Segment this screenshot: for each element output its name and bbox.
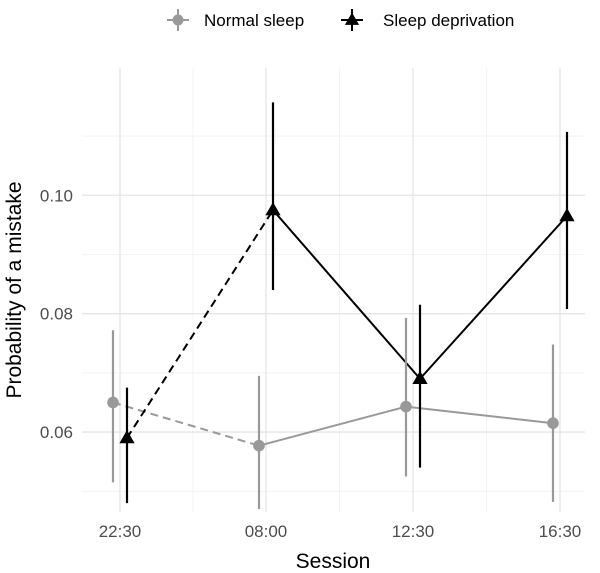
x-axis-ticks: 22:30 08:00 12:30 16:30 — [99, 522, 582, 541]
sleep-deprivation-point — [265, 202, 281, 216]
y-axis-ticks: 0.06 0.08 0.10 — [40, 186, 73, 442]
sleep-deprivation-point — [119, 430, 135, 444]
y-tick-label: 0.06 — [40, 423, 73, 442]
legend-key-sleep-deprivation — [341, 9, 363, 31]
sleep-deprivation-line-dashed — [126, 209, 274, 439]
sleep-deprivation-point — [559, 208, 575, 222]
legend-label-sleep-deprivation: Sleep deprivation — [383, 11, 514, 30]
x-tick-label: 16:30 — [539, 522, 582, 541]
normal-sleep-point — [253, 439, 265, 452]
series-lines — [112, 209, 568, 447]
normal-sleep-point — [400, 400, 412, 413]
markers — [107, 202, 575, 452]
legend-key-point — [344, 12, 360, 25]
normal-sleep-point — [547, 417, 559, 430]
x-axis-title: Session — [296, 550, 371, 573]
y-tick-label: 0.08 — [40, 305, 73, 324]
x-tick-label: 08:00 — [245, 522, 288, 541]
y-tick-label: 0.10 — [40, 186, 73, 205]
error-bars — [111, 102, 569, 510]
legend-key-point — [172, 14, 184, 26]
x-tick-label: 22:30 — [99, 522, 142, 541]
sleep-deprivation-point — [412, 370, 428, 384]
grid — [82, 68, 585, 512]
normal-sleep-point — [107, 396, 119, 409]
legend-key-normal-sleep — [167, 9, 189, 31]
y-axis-title: Probability of a mistake — [3, 181, 26, 398]
x-tick-label: 12:30 — [392, 522, 435, 541]
legend: Normal sleep Sleep deprivation — [167, 9, 514, 31]
legend-label-normal-sleep: Normal sleep — [204, 11, 304, 30]
